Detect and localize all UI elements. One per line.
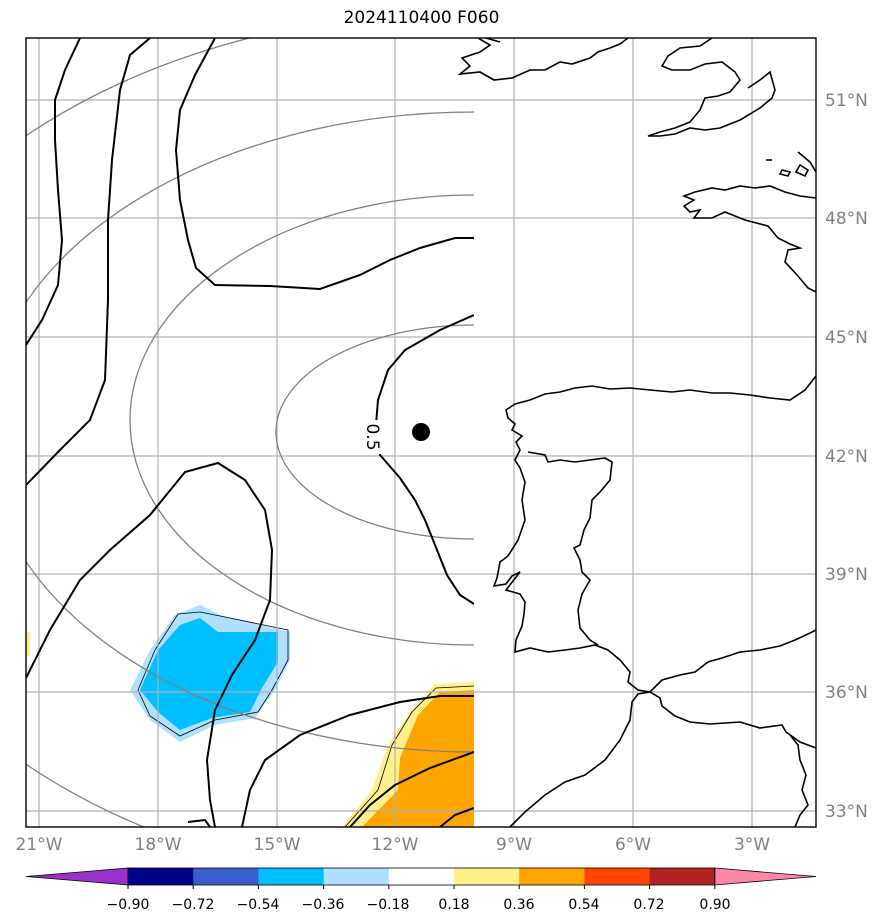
colorbar-segment [649, 868, 716, 885]
colorbar-tick-label: −0.90 [107, 897, 150, 913]
colorbar-tick-label: −0.18 [367, 897, 410, 913]
colorbar-segment [454, 868, 520, 885]
negative-anomaly-core [140, 618, 278, 730]
colorbar-tick-label: −0.72 [172, 897, 215, 913]
colorbar-tick-label: 0.36 [503, 897, 534, 913]
colorbar-tick-label: −0.36 [302, 897, 345, 913]
colorbar-tick-label: 0.54 [568, 897, 599, 913]
colorbar-outline [127, 867, 716, 886]
lat-label: 36°N [825, 683, 868, 703]
anomaly-outline [137, 611, 289, 737]
colorbar-segment [193, 868, 259, 885]
colorbar-segment [258, 868, 325, 885]
lat-label: 45°N [825, 328, 868, 348]
colorbar-segment [323, 868, 390, 885]
longitude-axis: 21°W 18°W 15°W 12°W 9°W 6°W 3°W [16, 835, 771, 855]
lon-label: 15°W [254, 835, 301, 855]
map-title: 2024110400 F060 [343, 8, 500, 28]
lat-label: 39°N [825, 565, 868, 585]
colorbar [25, 867, 817, 889]
lat-label: 33°N [825, 802, 868, 822]
shaded-field [26, 605, 474, 827]
gridlines [26, 38, 816, 827]
anomaly-outline-2 [344, 685, 474, 827]
map-frame [25, 37, 817, 828]
colorbar-extend-left [25, 867, 129, 886]
lat-label: 51°N [825, 91, 868, 111]
colorbar-segment [519, 868, 585, 885]
distance-rings [26, 38, 474, 827]
lon-label: 18°W [135, 835, 182, 855]
colorbar-tick-label: 0.90 [699, 897, 730, 913]
colorbar-segment [584, 868, 651, 885]
coastlines [457, 38, 816, 827]
colorbar-extend-right [714, 867, 817, 886]
colorbar-segment [128, 868, 194, 885]
contour-label-bg [362, 420, 384, 454]
colorbar-segment [388, 868, 455, 885]
colorbar-tick-label: 0.72 [633, 897, 664, 913]
latitude-axis: 51°N 48°N 45°N 42°N 39°N 36°N 33°N [825, 91, 868, 822]
lat-label: 48°N [825, 209, 868, 229]
colorbar-ticks: −0.90 −0.72 −0.54 −0.36 −0.18 0.18 0.36 … [107, 897, 731, 913]
lat-label: 42°N [825, 447, 868, 467]
lon-label: 21°W [16, 835, 63, 855]
positive-anomaly-core [362, 690, 474, 827]
lon-label: 6°W [615, 835, 651, 855]
storm-center-marker [412, 423, 430, 441]
colorbar-tick-label: −0.54 [237, 897, 280, 913]
lon-label: 9°W [496, 835, 532, 855]
lon-label: 12°W [372, 835, 419, 855]
edge-patch [26, 632, 30, 656]
contour-lines [26, 38, 474, 827]
colorbar-tick-label: 0.18 [438, 897, 469, 913]
contour-label: 0.5 [362, 423, 382, 450]
lon-label: 3°W [734, 835, 770, 855]
